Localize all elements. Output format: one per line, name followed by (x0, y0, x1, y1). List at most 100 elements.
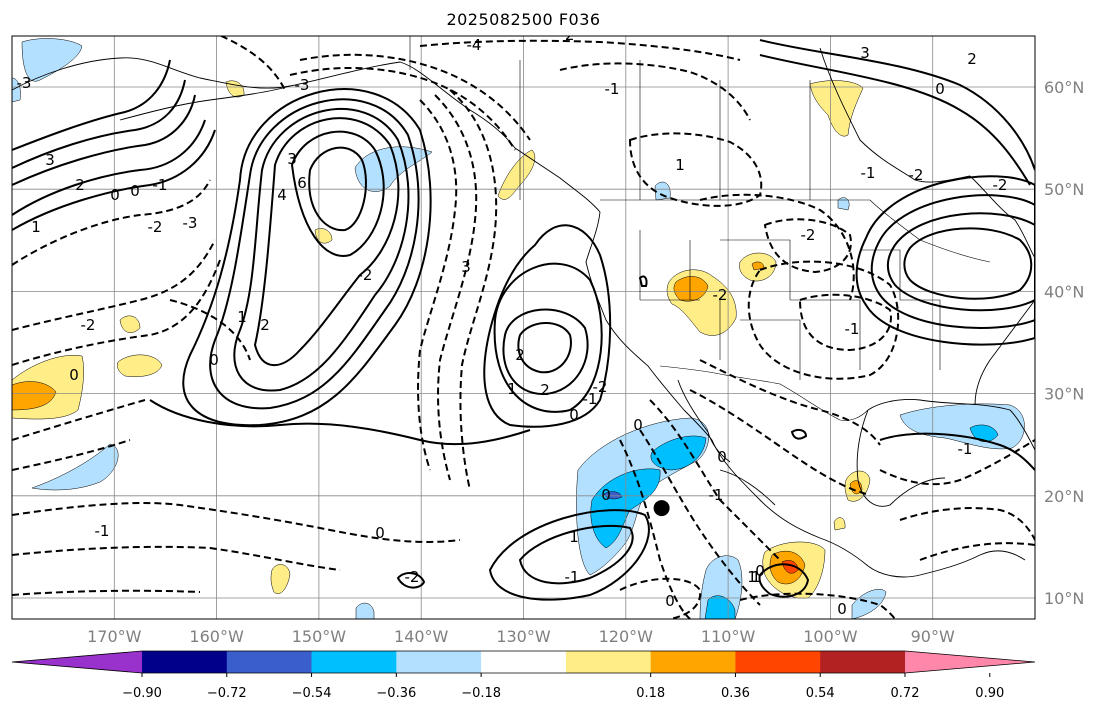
shade-light-blue (837, 197, 850, 211)
contour-label: 1 (747, 568, 757, 586)
contour-dashed-4 (12, 399, 146, 441)
shade-yellow (117, 354, 163, 377)
colorbar-tick-label: −0.72 (207, 686, 247, 701)
contour-label: -2 (801, 226, 816, 244)
contour-label: -1 (709, 486, 724, 504)
contour-pacific-long (149, 399, 531, 446)
contour-dashed-23 (619, 439, 691, 619)
contour-dashed-22 (639, 429, 761, 606)
location-marker (653, 500, 670, 517)
colorbar-swatch (481, 651, 567, 673)
colorbar-tick-label: −0.54 (292, 686, 332, 701)
contour-high-northeast-4 (855, 175, 1035, 346)
contour-label: 0 (665, 592, 675, 610)
longitude-label: 120°W (599, 627, 654, 646)
colorbar-swatch (226, 651, 313, 673)
contour-label: -3 (183, 214, 198, 232)
contour-south-low-2 (488, 509, 650, 601)
colorbar-tick-label: −0.18 (461, 686, 501, 701)
contour-dashed-26 (879, 439, 1035, 486)
colorbar-swatch (311, 651, 397, 673)
colorbar-tick-label: 0.90 (975, 686, 1004, 701)
longitude-label: 160°W (189, 627, 244, 646)
contour-dashed-29 (619, 577, 702, 619)
colorbar-swatch (396, 651, 482, 673)
contour-high-northeast-1 (903, 227, 1033, 300)
colorbar-swatch (735, 651, 821, 673)
shade-yellow (119, 315, 141, 333)
contour-label: -2 (358, 266, 373, 284)
shade-blue (603, 491, 623, 500)
shade-light-blue (21, 38, 83, 82)
colorbar-swatch (820, 651, 906, 673)
contour-label: 0 (69, 366, 79, 384)
coastline-mexico (711, 439, 869, 567)
coastline-east-us (974, 299, 1035, 406)
contour-high-pacific-4 (209, 98, 420, 410)
contour-small-loop-2 (790, 428, 808, 440)
contour-label: -2 (593, 378, 608, 396)
shade-yellow (833, 517, 846, 531)
contour-dashed-17 (763, 218, 852, 274)
shaded-regions (12, 38, 1025, 619)
latitude-label: 20°N (1044, 487, 1084, 506)
contour-dashed-21 (649, 399, 781, 561)
contour-dashed-31 (219, 36, 286, 91)
contour-label: -1 (153, 176, 168, 194)
contour-northwest-4 (12, 94, 196, 186)
contour-label: 2 (540, 381, 550, 399)
political-borders (409, 36, 991, 421)
longitude-labels: 170°W 160°W 150°W 140°W 130°W 120°W 110°W 100°W… (87, 627, 955, 646)
contour-label: 1 (507, 380, 517, 398)
contour-high-pacific-5 (182, 88, 432, 427)
state-borders (639, 230, 941, 380)
contours-solid (12, 39, 1035, 601)
contour-label: 0 (375, 524, 385, 542)
contour-label: 4 (277, 186, 287, 204)
shade-orange (12, 381, 57, 411)
latitude-label: 10°N (1044, 589, 1084, 608)
contour-dashed-1 (12, 179, 211, 266)
contour-label: -1 (861, 164, 876, 182)
contour-label: 0 (569, 406, 579, 424)
contour-label: -1 (583, 390, 598, 408)
colorbar-tick-label: 0.72 (891, 686, 920, 701)
contour-label: 0 (935, 80, 945, 98)
contour-dashed-2 (12, 239, 216, 331)
graticule (12, 36, 1035, 619)
contour-label: 1 (675, 156, 685, 174)
latitude-label: 30°N (1044, 385, 1084, 404)
contour-label: 6 (297, 174, 307, 192)
contour-label: -2 (560, 26, 575, 44)
contour-northwest-5 (12, 59, 171, 151)
contour-dashed-6 (12, 502, 461, 543)
coastline-mexico-pacific (719, 469, 776, 506)
shade-light-blue (355, 602, 375, 619)
contour-dashed-18 (798, 293, 892, 352)
contour-label: 0 (209, 351, 219, 369)
contour-dashed-30 (739, 592, 896, 619)
map-title: 2025082500 F036 (446, 10, 601, 29)
contour-high-pacific (290, 130, 385, 257)
contour-dashed-27 (899, 507, 1035, 541)
contour-dashed-24 (699, 359, 881, 446)
longitude-label: 90°W (911, 627, 955, 646)
latitude-label: 40°N (1044, 282, 1084, 301)
contour-south-low (518, 524, 634, 585)
contour-label: -3 (295, 76, 310, 94)
contour-label: 1 (569, 528, 579, 546)
contour-label: 3 (287, 150, 297, 168)
colorbar: −0.90 −0.72 −0.54 −0.36 −0.18 0.18 0.36 0.54 0.7… (11, 650, 1036, 701)
contour-dashed-19 (747, 260, 900, 380)
contour-high-pacific-2 (253, 117, 400, 367)
contour-label: -2 (148, 218, 163, 236)
contours-dashed (12, 36, 1035, 619)
colorbar-tick-label: 0.36 (721, 686, 750, 701)
contour-label: -1 (565, 568, 580, 586)
contour-high-offshore-2 (493, 262, 603, 413)
contour-dashed-9 (417, 99, 458, 471)
shade-light-blue (654, 181, 671, 201)
contour-dashed-10 (434, 94, 478, 481)
contour-high-pacific-inner (308, 146, 367, 232)
shade-light-blue (851, 589, 887, 619)
